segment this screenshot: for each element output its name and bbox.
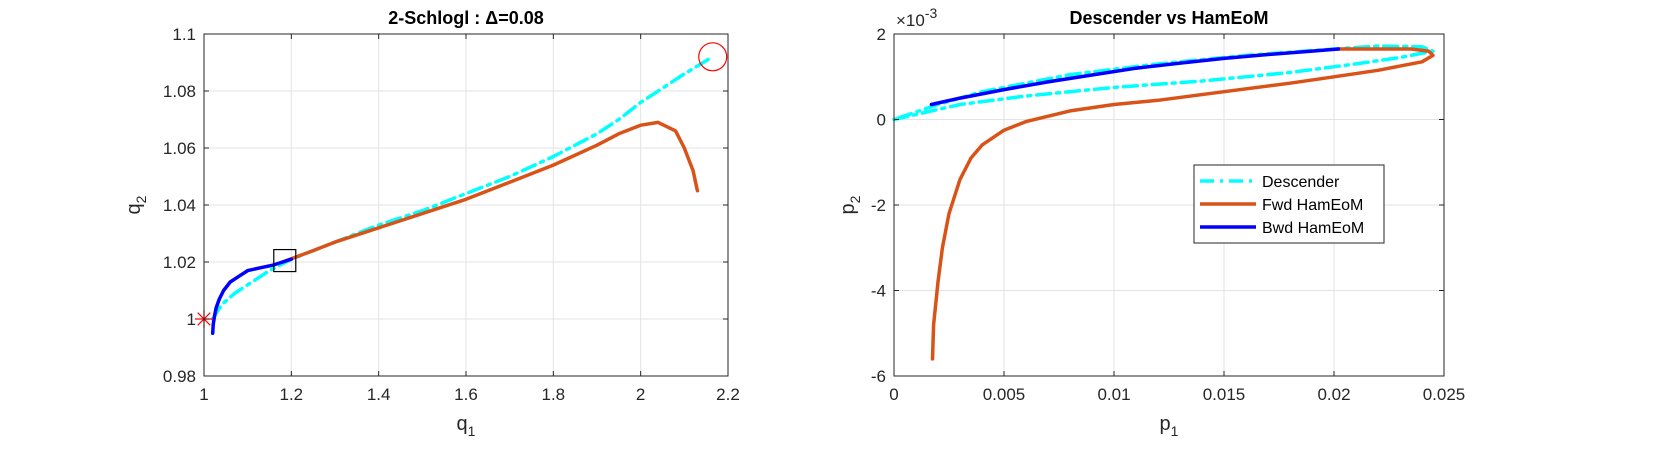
x-tick-label: 0.01: [1097, 385, 1130, 404]
x-tick-label: 1: [199, 385, 208, 404]
left-chart-title: 2-Schlogl : Δ=0.08: [388, 8, 544, 28]
right-legend: Descender Fwd HamEoM Bwd HamEoM: [1193, 164, 1385, 244]
right-y-label-main: p: [837, 203, 859, 214]
right-x-tick-labels: 0 0.005 0.01 0.015 0.02 0.025: [889, 385, 1465, 404]
left-x-tick-labels: 1 1.2 1.4 1.6 1.8 2 2.2: [199, 385, 740, 404]
left-y-label-main: q: [123, 203, 145, 214]
legend-label-bwd: Bwd HamEoM: [1262, 220, 1364, 237]
left-x-label-subscript: 1: [468, 423, 476, 439]
right-series: [892, 44, 1435, 361]
y-tick-label: 1.1: [172, 25, 196, 44]
left-x-label-main: q: [457, 413, 468, 435]
x-tick-label: 1.4: [367, 385, 391, 404]
legend-label-fwd: Fwd HamEoM: [1262, 197, 1363, 214]
y-tick-label: 0: [877, 111, 886, 130]
right-y-exponent: ×10-3: [896, 5, 938, 30]
right-y-label-subscript: 2: [847, 195, 863, 203]
series-line-descender: [210, 55, 715, 321]
x-tick-label: 1.6: [454, 385, 478, 404]
x-tick-label: 0.025: [1423, 385, 1466, 404]
left-tick-marks: [203, 33, 729, 377]
y-tick-label: 1.04: [163, 196, 196, 215]
right-chart-title: Descender vs HamEoM: [1069, 8, 1268, 28]
series-line-fwd: [280, 120, 700, 264]
right-x-axis-label: p1: [1160, 413, 1179, 439]
y-tick-label: 1.08: [163, 82, 196, 101]
x-tick-label: 2.2: [716, 385, 740, 404]
right-tick-marks: [893, 33, 1445, 377]
x-tick-label: 0: [889, 385, 898, 404]
end-circle-marker: [698, 42, 728, 72]
right-y-exponent-power: -3: [925, 5, 938, 21]
right-y-tick-labels: -6 -4 -2 0 2: [871, 25, 886, 386]
right-y-exponent-base: ×10: [896, 11, 925, 30]
switch-square-marker: [273, 248, 297, 273]
left-y-label-subscript: 2: [133, 195, 149, 203]
y-tick-label: -6: [871, 367, 886, 386]
x-tick-label: 2: [636, 385, 645, 404]
series-line-descender: [892, 44, 1435, 122]
left-x-axis-label: q1: [457, 413, 476, 439]
right-chart: 0 0.005 0.01 0.015 0.02 0.025 -6 -4 -2 0 2 Descen…: [837, 5, 1465, 439]
left-y-tick-labels: 0.98 1 1.02 1.04 1.06 1.08 1.1: [163, 25, 196, 386]
series-line-fwd: [930, 47, 1435, 361]
y-tick-label: 1.06: [163, 139, 196, 158]
series-line-bwd: [929, 47, 1341, 107]
left-y-axis-label: q2: [123, 195, 149, 214]
x-tick-label: 0.005: [983, 385, 1026, 404]
legend-label-descender: Descender: [1262, 174, 1340, 191]
right-x-label-subscript: 1: [1171, 423, 1179, 439]
y-tick-label: -2: [871, 196, 886, 215]
y-tick-label: 1: [187, 310, 196, 329]
y-tick-label: -4: [871, 282, 886, 301]
y-tick-label: 1.02: [163, 253, 196, 272]
right-y-axis-label: p2: [837, 195, 863, 214]
x-tick-label: 0.015: [1203, 385, 1246, 404]
left-chart: 1 1.2 1.4 1.6 1.8 2 2.2 0.9811.021.041.061.081…: [123, 8, 740, 439]
x-tick-label: 1.2: [280, 385, 304, 404]
x-tick-label: 1.8: [542, 385, 566, 404]
x-tick-label: 0.02: [1317, 385, 1350, 404]
y-tick-label: 0.98: [163, 367, 196, 386]
right-x-label-main: p: [1160, 413, 1171, 435]
y-tick-label: 2: [877, 25, 886, 44]
